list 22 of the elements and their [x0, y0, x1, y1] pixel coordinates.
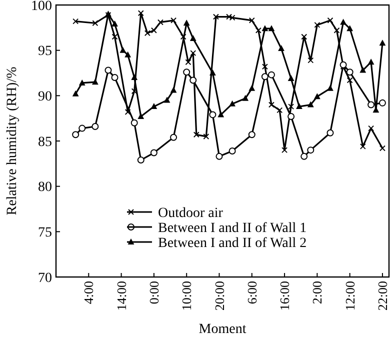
y-tick-label: 95 — [38, 44, 52, 60]
x-tick-label: 20:00 — [212, 281, 227, 311]
x-tick-label: 0:00 — [146, 281, 162, 304]
x-tick-label: 2:00 — [310, 281, 325, 304]
legend-label: Outdoor air — [158, 206, 224, 221]
x-tick-label: 16:00 — [277, 281, 292, 311]
y-tick-label: 90 — [38, 90, 52, 105]
x-tick-label: 22:00 — [375, 281, 390, 311]
x-tick-label: 14:00 — [114, 281, 129, 311]
y-tick-label: 70 — [38, 270, 52, 286]
y-tick-label: 100 — [31, 0, 52, 14]
x-tick-label: 6:00 — [244, 281, 260, 304]
x-axis-title: Moment — [198, 322, 246, 337]
y-tick-label: 75 — [38, 226, 52, 241]
y-tick-label: 80 — [38, 180, 52, 196]
x-tick-label: 12:00 — [342, 281, 358, 311]
x-tick-label: 4:00 — [81, 281, 96, 304]
legend-label: Between I and II of Wall 2 — [158, 236, 307, 251]
y-tick-label: 85 — [38, 134, 52, 150]
y-axis-title: Relative humidity (RH)/% — [5, 66, 20, 216]
x-tick-label: 10:00 — [179, 281, 194, 311]
legend-label: Between I and II of Wall 1 — [158, 220, 307, 236]
